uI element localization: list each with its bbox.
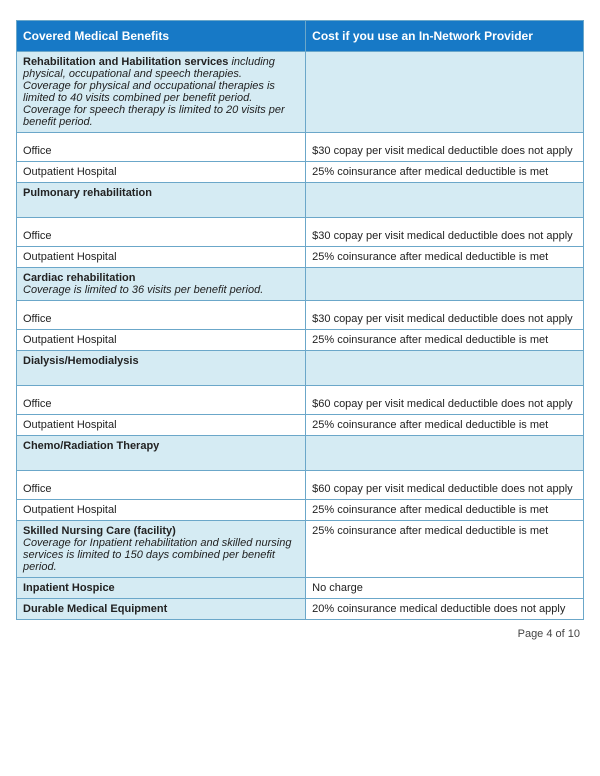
row-label: Office: [17, 386, 306, 415]
table-row: Office$60 copay per visit medical deduct…: [17, 386, 584, 415]
section-cost-cell: [306, 183, 584, 218]
section-row: Pulmonary rehabilitation: [17, 183, 584, 218]
section-cost-cell: No charge: [306, 578, 584, 599]
row-cost: 25% coinsurance after medical deductible…: [306, 330, 584, 351]
section-note: Coverage for physical and occupational t…: [23, 80, 299, 128]
section-title-cell: Inpatient Hospice: [17, 578, 306, 599]
table-row: Outpatient Hospital25% coinsurance after…: [17, 500, 584, 521]
section-row: Chemo/Radiation Therapy: [17, 436, 584, 471]
row-label: Outpatient Hospital: [17, 330, 306, 351]
table-row: Office$60 copay per visit medical deduct…: [17, 471, 584, 500]
row-cost: 25% coinsurance after medical deductible…: [306, 247, 584, 268]
table-row: Office$30 copay per visit medical deduct…: [17, 218, 584, 247]
row-cost: $60 copay per visit medical deductible d…: [306, 386, 584, 415]
section-row: Inpatient Hospice No charge: [17, 578, 584, 599]
row-label: Outpatient Hospital: [17, 415, 306, 436]
row-label: Outpatient Hospital: [17, 500, 306, 521]
row-label: Outpatient Hospital: [17, 247, 306, 268]
section-title-cell: Chemo/Radiation Therapy: [17, 436, 306, 471]
section-title: Cardiac rehabilitation: [23, 272, 135, 284]
section-title: Dialysis/Hemodialysis: [23, 355, 139, 367]
section-title: Skilled Nursing Care (facility): [23, 525, 176, 537]
section-cost-cell: [306, 351, 584, 386]
section-note: Coverage is limited to 36 visits per ben…: [23, 284, 299, 296]
row-cost: 25% coinsurance after medical deductible…: [306, 415, 584, 436]
table-row: Outpatient Hospital25% coinsurance after…: [17, 415, 584, 436]
header-benefits: Covered Medical Benefits: [17, 21, 306, 52]
row-cost: 25% coinsurance after medical deductible…: [306, 500, 584, 521]
section-title: Durable Medical Equipment: [23, 603, 167, 615]
page-footer: Page 4 of 10: [16, 628, 584, 640]
table-row: Outpatient Hospital25% coinsurance after…: [17, 247, 584, 268]
section-cost-cell: [306, 268, 584, 301]
table-row: Office$30 copay per visit medical deduct…: [17, 133, 584, 162]
table-row: Outpatient Hospital25% coinsurance after…: [17, 162, 584, 183]
section-cost-cell: [306, 436, 584, 471]
section-title-cell: Dialysis/Hemodialysis: [17, 351, 306, 386]
table-header-row: Covered Medical Benefits Cost if you use…: [17, 21, 584, 52]
section-cost-cell: 25% coinsurance after medical deductible…: [306, 521, 584, 578]
row-cost: $30 copay per visit medical deductible d…: [306, 133, 584, 162]
section-row: Cardiac rehabilitationCoverage is limite…: [17, 268, 584, 301]
section-cost-cell: [306, 52, 584, 133]
section-title: Chemo/Radiation Therapy: [23, 440, 159, 452]
header-cost: Cost if you use an In-Network Provider: [306, 21, 584, 52]
section-note: Coverage for Inpatient rehabilitation an…: [23, 537, 299, 573]
section-row: Dialysis/Hemodialysis: [17, 351, 584, 386]
row-label: Office: [17, 218, 306, 247]
row-label: Office: [17, 301, 306, 330]
row-cost: $30 copay per visit medical deductible d…: [306, 218, 584, 247]
section-cost-cell: 20% coinsurance medical deductible does …: [306, 599, 584, 620]
row-cost: $30 copay per visit medical deductible d…: [306, 301, 584, 330]
row-label: Office: [17, 471, 306, 500]
section-title: Rehabilitation and Habilitation services: [23, 56, 228, 68]
row-cost: 25% coinsurance after medical deductible…: [306, 162, 584, 183]
row-label: Office: [17, 133, 306, 162]
section-title-cell: Skilled Nursing Care (facility)Coverage …: [17, 521, 306, 578]
table-row: Office$30 copay per visit medical deduct…: [17, 301, 584, 330]
section-title-cell: Cardiac rehabilitationCoverage is limite…: [17, 268, 306, 301]
row-cost: $60 copay per visit medical deductible d…: [306, 471, 584, 500]
section-title: Inpatient Hospice: [23, 582, 115, 594]
benefits-table: Covered Medical Benefits Cost if you use…: [16, 20, 584, 620]
row-label: Outpatient Hospital: [17, 162, 306, 183]
section-title-cell: Pulmonary rehabilitation: [17, 183, 306, 218]
section-title-cell: Durable Medical Equipment: [17, 599, 306, 620]
table-row: Outpatient Hospital25% coinsurance after…: [17, 330, 584, 351]
section-row: Skilled Nursing Care (facility)Coverage …: [17, 521, 584, 578]
section-title-cell: Rehabilitation and Habilitation services…: [17, 52, 306, 133]
section-row: Rehabilitation and Habilitation services…: [17, 52, 584, 133]
section-title: Pulmonary rehabilitation: [23, 187, 152, 199]
section-row: Durable Medical Equipment 20% coinsurance…: [17, 599, 584, 620]
